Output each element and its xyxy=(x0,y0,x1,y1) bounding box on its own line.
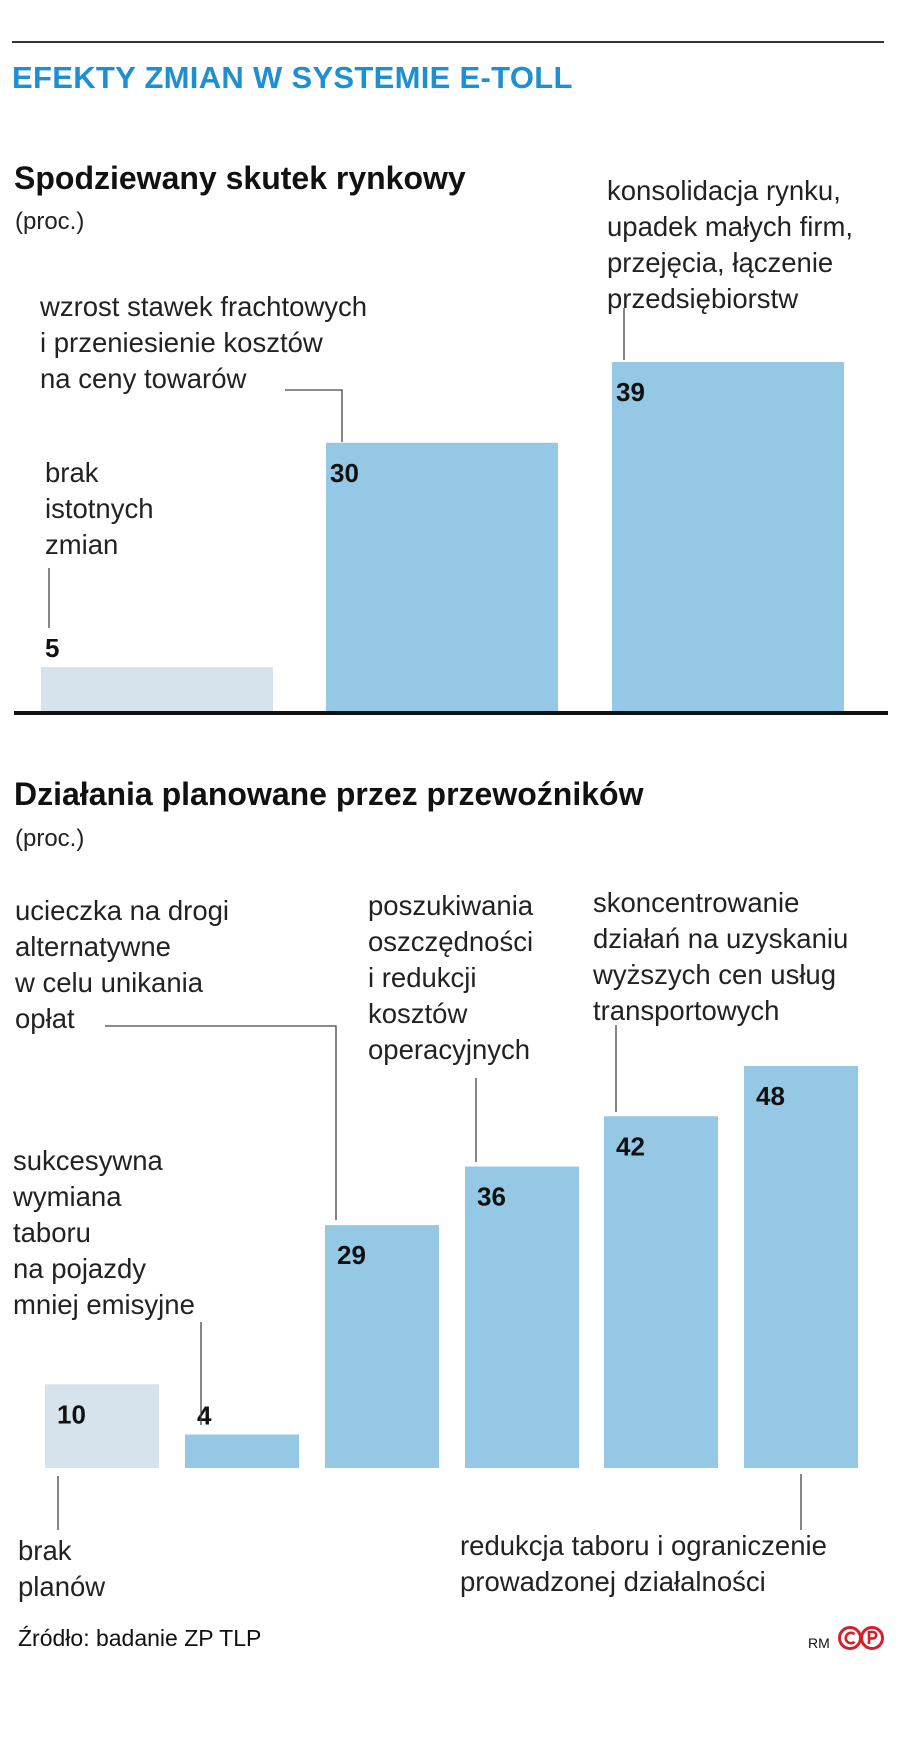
chart2-bar-6 xyxy=(744,1066,858,1468)
chart2-category-label-4-line-1: poszukiwania xyxy=(368,890,534,921)
chart1-bar-1 xyxy=(41,667,273,712)
chart1-category-label-2-line-3: na ceny towarów xyxy=(40,363,246,394)
chart2-category-label-4-line-4: kosztów xyxy=(368,998,467,1029)
chart2-category-label-1-line-2: planów xyxy=(18,1571,105,1602)
chart2-value-label-2: 4 xyxy=(197,1401,212,1431)
chart1-title: Spodziewany skutek rynkowy xyxy=(14,160,466,196)
chart2-category-label-6-line-1: redukcja taboru i ograniczenie xyxy=(460,1530,827,1561)
chart1-category-label-1-line-2: istotnych xyxy=(45,493,154,524)
chart2-category-label-1-line-1: brak xyxy=(18,1535,72,1566)
chart2-bar-2 xyxy=(185,1434,299,1468)
chart1-bar-2 xyxy=(326,442,558,712)
chart1-leader-line-2 xyxy=(285,389,343,442)
chart2-value-label-3: 29 xyxy=(337,1240,366,1270)
chart1-unit: (proc.) xyxy=(15,208,85,235)
chart2-category-label-3-line-4: opłat xyxy=(15,1003,75,1034)
chart2-category-label-3-line-2: alternatywne xyxy=(15,931,171,962)
chart1-value-label-1: 5 xyxy=(45,633,59,663)
chart2-category-label-4-line-5: operacyjnych xyxy=(368,1034,530,1065)
chart2-category-label-5-line-1: skoncentrowanie xyxy=(593,887,799,918)
publisher-logo-icon xyxy=(838,1626,884,1650)
chart2-category-label-5-line-3: wyższych cen usług xyxy=(592,959,836,990)
chart2-leader-line-3 xyxy=(105,1025,337,1220)
chart2-value-label-1: 10 xyxy=(57,1399,86,1429)
chart2-category-label-4-line-3: i redukcji xyxy=(368,962,477,993)
chart2-bar-5 xyxy=(604,1116,718,1468)
chart1-category-label-3-line-1: konsolidacja rynku, xyxy=(607,175,841,206)
chart2-value-label-6: 48 xyxy=(756,1081,785,1111)
chart1-category-label-1-line-3: zmian xyxy=(45,529,118,560)
chart2-category-label-2-line-5: mniej emisyjne xyxy=(13,1289,195,1320)
source-note: Źródło: badanie ZP TLP xyxy=(18,1625,262,1651)
chart1-category-label-2-line-2: i przeniesienie kosztów xyxy=(40,327,323,358)
chart2-category-label-6-line-2: prowadzonej działalności xyxy=(460,1566,766,1597)
chart1-category-label-1-line-1: brak xyxy=(45,457,99,488)
chart2-bar-3 xyxy=(325,1225,439,1468)
chart2-category-label-5-line-2: działań na uzyskaniu xyxy=(593,923,848,954)
chart1-category-label-3-line-3: przejęcia, łączenie xyxy=(607,247,833,278)
chart1-value-label-3: 39 xyxy=(616,377,645,407)
chart2-category-label-4-line-2: oszczędności xyxy=(368,926,533,957)
chart2-value-label-5: 42 xyxy=(616,1131,645,1161)
chart2-category-label-5-line-4: transportowych xyxy=(593,995,779,1026)
chart2-category-label-2-line-4: na pojazdy xyxy=(13,1253,146,1284)
main-title: EFEKTY ZMIAN W SYSTEMIE E-TOLL xyxy=(12,60,573,95)
chart2-category-label-3-line-1: ucieczka na drogi xyxy=(15,895,229,926)
top-rule xyxy=(12,41,884,43)
chart2-unit: (proc.) xyxy=(15,825,85,852)
chart2-bar-4 xyxy=(465,1166,579,1468)
chart2-category-label-2-line-1: sukcesywna xyxy=(13,1145,163,1176)
author-credit: RM xyxy=(808,1635,830,1651)
chart2-bar-1 xyxy=(45,1384,159,1468)
chart2-title: Działania planowane przez przewoźników xyxy=(14,776,644,812)
chart2-value-label-4: 36 xyxy=(477,1182,506,1212)
chart1-bar-3 xyxy=(612,362,844,712)
chart1-category-label-3-line-4: przedsiębiorstw xyxy=(607,283,798,314)
chart2-category-label-3-line-3: w celu unikania xyxy=(14,967,204,998)
chart2-category-label-2-line-2: wymiana xyxy=(12,1181,122,1212)
chart1-value-label-2: 30 xyxy=(330,458,359,488)
chart1-category-label-3-line-2: upadek małych firm, xyxy=(607,211,853,242)
chart1-category-label-2-line-1: wzrost stawek frachtowych xyxy=(39,291,367,322)
chart2-category-label-2-line-3: taboru xyxy=(13,1217,91,1248)
